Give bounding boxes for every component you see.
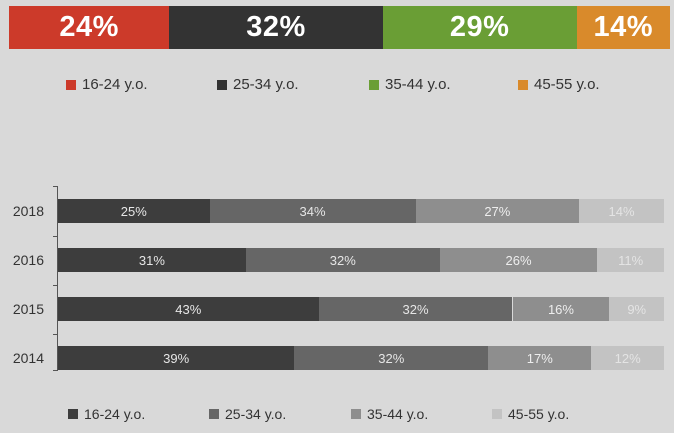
legend-item: 16-24 y.o. <box>68 406 145 422</box>
legend-label: 35-44 y.o. <box>385 76 451 93</box>
y-axis-tick <box>53 334 58 335</box>
bar-segment: 32% <box>318 297 513 321</box>
bar-segment: 12% <box>591 346 664 370</box>
year-label: 2018 <box>12 203 44 219</box>
legend-label: 25-34 y.o. <box>233 76 299 93</box>
bar-segment: 27% <box>415 199 580 223</box>
legend-label: 16-24 y.o. <box>82 76 148 93</box>
bar-segment: 31% <box>58 248 246 272</box>
legend-label: 45-55 y.o. <box>508 406 570 422</box>
overall-segment: 32% <box>169 6 383 49</box>
legend-swatch <box>68 409 78 419</box>
bar-segment: 26% <box>439 248 598 272</box>
legend-swatch <box>217 79 227 90</box>
legend-label: 16-24 y.o. <box>84 406 146 422</box>
legend-swatch <box>66 79 76 90</box>
legend-swatch <box>209 409 219 419</box>
bar-segment: 43% <box>58 297 319 321</box>
y-axis-tick <box>53 285 58 286</box>
year-label: 2014 <box>12 350 44 366</box>
legend-item: 35-44 y.o. <box>351 406 428 422</box>
legend-item: 25-34 y.o. <box>209 406 286 422</box>
overall-segment: 14% <box>576 6 670 49</box>
bar-segment: 25% <box>58 199 210 223</box>
bar-segment: 32% <box>294 346 489 370</box>
bar-segment: 39% <box>58 346 295 370</box>
legend-swatch <box>492 409 502 419</box>
legend-swatch <box>518 79 528 90</box>
legend-item: 45-55 y.o. <box>492 406 569 422</box>
legend-item: 25-34 y.o. <box>217 76 299 93</box>
bar-segment: 11% <box>597 248 664 272</box>
legend-item: 45-55 y.o. <box>518 76 600 93</box>
legend-swatch <box>351 409 361 419</box>
legend-swatch <box>369 79 379 90</box>
bar-segment: 16% <box>512 297 610 321</box>
legend-label: 25-34 y.o. <box>225 406 287 422</box>
overall-segment: 24% <box>9 6 170 49</box>
y-axis-tick <box>53 186 58 187</box>
bar-segment: 34% <box>209 199 416 223</box>
bar-segment: 14% <box>579 199 664 223</box>
legend-label: 35-44 y.o. <box>367 406 429 422</box>
bar-segment: 17% <box>488 346 592 370</box>
y-axis-tick <box>53 236 58 237</box>
legend-item: 35-44 y.o. <box>369 76 451 93</box>
bar-segment: 32% <box>245 248 440 272</box>
bar-segment: 9% <box>609 297 664 321</box>
y-axis-line <box>57 186 58 370</box>
y-axis-tick <box>53 370 58 371</box>
overall-segment: 29% <box>382 6 577 49</box>
year-label: 2016 <box>12 252 44 268</box>
legend-label: 45-55 y.o. <box>534 76 600 93</box>
year-label: 2015 <box>12 301 44 317</box>
legend-item: 16-24 y.o. <box>66 76 148 93</box>
